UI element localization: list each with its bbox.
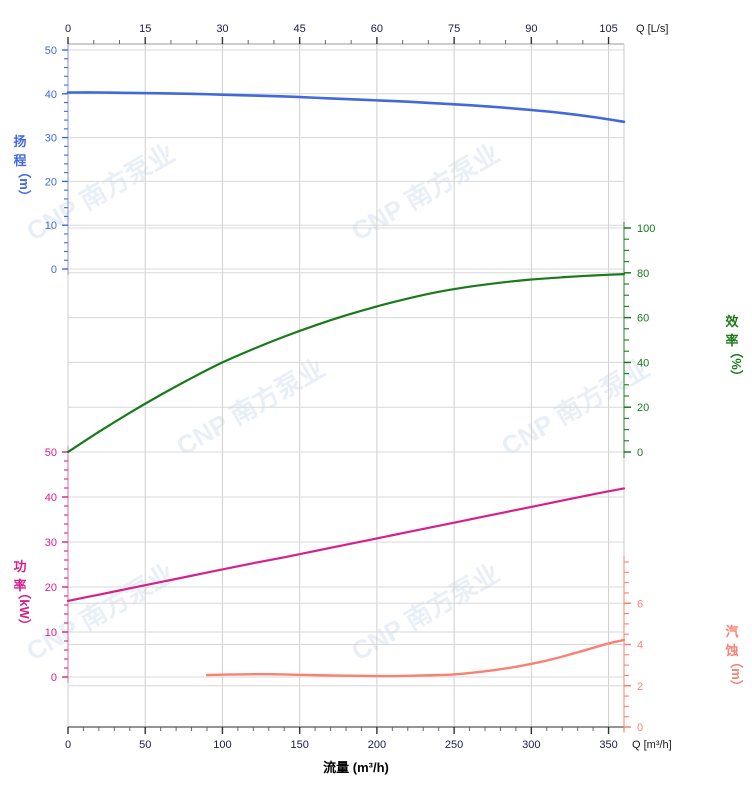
axis-title-top: Q [L/s] xyxy=(636,23,668,35)
curve-efficiency xyxy=(66,273,626,454)
axis-title-char: （kW） xyxy=(17,586,32,632)
tick-label-left-head: 50 xyxy=(45,45,57,57)
axis-left-power: 0 10 20 30 40 50 xyxy=(45,446,69,684)
axis-title-npsh: 汽蚀（m） xyxy=(724,624,744,693)
tick-label-left-power: 20 xyxy=(45,582,57,594)
tick-label-left-head: 10 xyxy=(45,220,57,232)
tick-label-right-efficiency: 80 xyxy=(637,268,649,280)
tick-label-left-power: 0 xyxy=(51,672,57,684)
axis-bottom-q-m3h: 0 50 100 150 200 250 300 350 Q [m³/h] 流量 (m³/h) xyxy=(65,727,672,775)
tick-label-top: 60 xyxy=(371,23,383,35)
tick-label-left-head: 0 xyxy=(51,264,57,276)
tick-label-top: 0 xyxy=(65,23,71,35)
axis-title-char: 功 xyxy=(13,559,26,574)
tick-label-left-power: 10 xyxy=(45,627,57,639)
tick-label-top: 75 xyxy=(448,23,460,35)
axis-title-char: 扬 xyxy=(13,134,26,149)
tick-label-right-npsh: 6 xyxy=(637,598,643,610)
tick-label-top: 90 xyxy=(525,23,537,35)
tick-label-top: 15 xyxy=(139,23,151,35)
tick-label-top: 45 xyxy=(294,23,306,35)
tick-label-left-power: 30 xyxy=(45,537,57,549)
axis-title-power: 功率（kW） xyxy=(13,559,32,632)
axis-title-char: （%） xyxy=(729,345,744,383)
tick-label-left-head: 30 xyxy=(45,133,57,145)
axis-title-bottom: Q [m³/h] xyxy=(632,739,672,751)
tick-label-right-efficiency: 0 xyxy=(637,447,643,459)
tick-label-bottom: 0 xyxy=(65,739,71,751)
tick-label-bottom: 100 xyxy=(213,739,231,751)
axis-title-char: 程 xyxy=(13,153,26,168)
tick-label-bottom: 350 xyxy=(599,739,617,751)
axis-title-char: 率 xyxy=(13,578,26,593)
tick-label-bottom: 300 xyxy=(522,739,540,751)
curve-head xyxy=(66,91,626,124)
tick-label-bottom: 250 xyxy=(445,739,463,751)
axis-right-efficiency: 0 20 40 60 80 100 xyxy=(623,222,655,459)
tick-label-right-npsh: 2 xyxy=(637,681,643,693)
axis-title-efficiency: 效率（%） xyxy=(725,314,744,383)
tick-label-right-efficiency: 60 xyxy=(637,313,649,325)
watermark-text: CNP 南方泵业 xyxy=(21,558,179,667)
axis-title-char: 效 xyxy=(725,314,739,329)
axis-right-npsh: 0 2 4 6 xyxy=(623,556,643,734)
tick-label-right-npsh: 0 xyxy=(637,722,643,734)
curve-npsh xyxy=(205,638,626,678)
tick-label-bottom: 50 xyxy=(139,739,151,751)
watermark-text: CNP 南方泵业 xyxy=(346,138,504,247)
axis-left-head: 0 10 20 30 40 50 xyxy=(45,44,69,276)
curve-power xyxy=(66,487,626,603)
axis-top-q-ls: 0 15 30 45 60 75 90 105 Q [L/s] xyxy=(65,23,668,44)
x-axis-title: 流量 (m³/h) xyxy=(323,760,389,775)
tick-label-left-head: 40 xyxy=(45,89,57,101)
tick-label-right-efficiency: 40 xyxy=(637,357,649,369)
tick-label-top: 105 xyxy=(599,23,617,35)
axis-title-char: （m） xyxy=(729,655,744,693)
axis-title-char: 蚀 xyxy=(724,643,738,658)
watermark-text: CNP 南方泵业 xyxy=(346,558,504,667)
tick-label-bottom: 200 xyxy=(368,739,386,751)
tick-label-top: 30 xyxy=(216,23,228,35)
axis-title-char: 汽 xyxy=(725,624,738,639)
tick-label-right-efficiency: 20 xyxy=(637,402,649,414)
tick-label-right-npsh: 4 xyxy=(637,640,643,652)
axis-title-char: （m） xyxy=(17,165,32,203)
tick-label-left-power: 40 xyxy=(45,492,57,504)
curves-layer xyxy=(66,91,626,678)
axis-title-char: 率 xyxy=(725,333,738,348)
tick-label-left-head: 20 xyxy=(45,176,57,188)
tick-label-left-power: 50 xyxy=(45,447,57,459)
axis-title-head: 扬程（m） xyxy=(13,134,32,203)
tick-label-right-efficiency: 100 xyxy=(637,223,655,235)
tick-label-bottom: 150 xyxy=(290,739,308,751)
